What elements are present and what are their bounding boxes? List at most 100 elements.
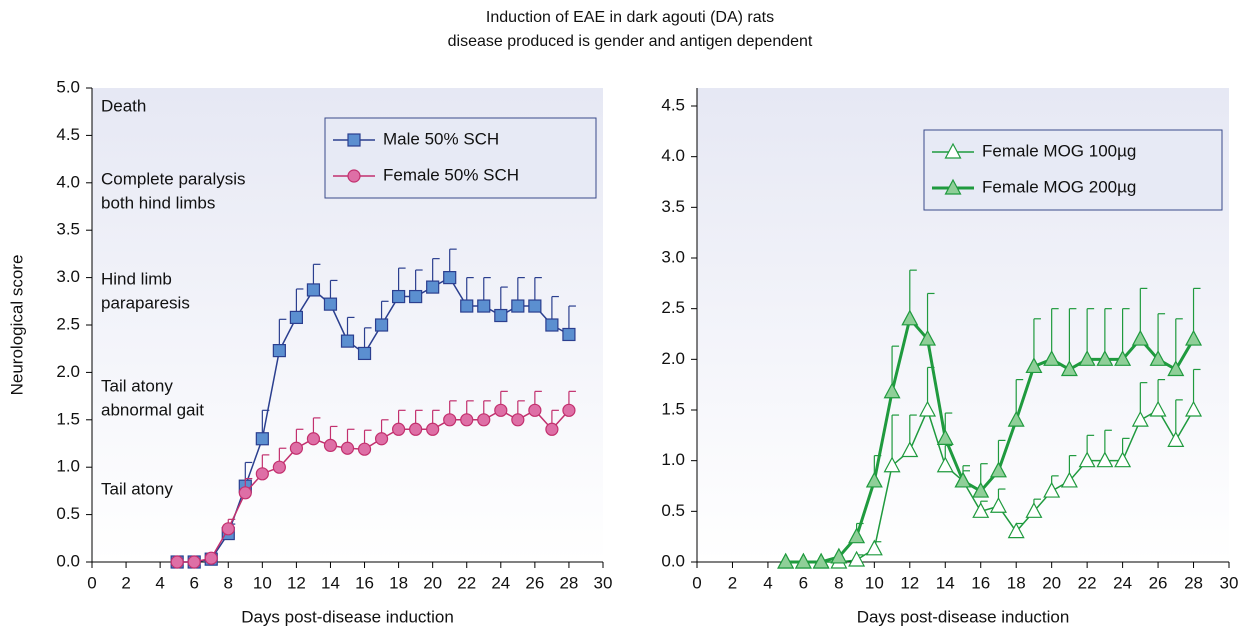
x-tick-label: 16: [355, 573, 374, 592]
x-tick-label: 22: [1078, 573, 1097, 592]
data-point: [1043, 481, 1061, 498]
x-tick-label: 2: [121, 573, 130, 592]
data-point: [936, 456, 954, 473]
title-line: disease produced is gender and antigen d…: [448, 33, 813, 50]
legend-label: Male 50% SCH: [383, 129, 499, 148]
data-point: [919, 329, 937, 346]
data-point: [392, 422, 406, 436]
y-tick-label: 5.0: [56, 77, 80, 96]
legend-marker: [944, 178, 962, 195]
data-point: [460, 299, 474, 313]
data-point: [409, 422, 423, 436]
data-point: [1114, 350, 1132, 366]
y-tick-label: 0.5: [56, 504, 80, 523]
data-point: [1007, 410, 1025, 427]
y-axis-label: Neurological score: [7, 255, 26, 396]
score-annotation: abnormal gait: [101, 400, 204, 419]
y-tick-label: 2.0: [661, 349, 685, 368]
data-point: [901, 441, 919, 458]
y-tick-label: 2.5: [56, 314, 80, 333]
data-point: [443, 413, 457, 427]
data-point: [830, 547, 848, 564]
data-point: [954, 471, 972, 488]
data-point: [883, 382, 901, 399]
legend-label: Female MOG 100µg: [982, 141, 1136, 160]
data-point: [528, 299, 542, 313]
y-tick-label: 0.5: [661, 501, 685, 520]
y-tick-label: 0.0: [56, 551, 80, 570]
data-point: [357, 442, 372, 456]
y-tick-label: 3.5: [56, 220, 80, 239]
x-tick-label: 26: [1149, 573, 1168, 592]
x-tick-label: 30: [594, 573, 613, 592]
score-annotation: Hind limb: [101, 269, 172, 288]
data-point: [340, 441, 355, 455]
data-point: [1131, 410, 1149, 427]
x-tick-label: 8: [834, 573, 843, 592]
x-tick-label: 8: [224, 573, 233, 592]
data-point: [919, 400, 937, 417]
data-point: [426, 280, 440, 294]
legend-label: Female 50% SCH: [383, 165, 519, 184]
data-point: [289, 441, 303, 455]
x-tick-label: 10: [865, 573, 884, 592]
data-point: [460, 413, 474, 427]
y-tick-label: 2.5: [661, 298, 685, 317]
score-annotation: paraparesis: [101, 293, 190, 312]
data-point: [1096, 350, 1114, 366]
legend-marker: [347, 169, 361, 183]
data-point: [883, 456, 901, 473]
data-point: [272, 460, 286, 474]
data-point: [409, 289, 423, 304]
x-axis-label: Days post-disease induction: [241, 607, 454, 626]
y-tick-label: 4.5: [661, 95, 685, 114]
data-point: [562, 327, 576, 342]
x-tick-label: 24: [491, 573, 510, 592]
data-point: [1025, 502, 1043, 518]
y-tick-label: 2.0: [56, 362, 80, 381]
x-tick-label: 28: [1184, 573, 1203, 592]
data-point: [494, 308, 508, 323]
data-point: [323, 297, 338, 311]
y-tick-label: 3.5: [661, 197, 685, 216]
x-tick-label: 0: [692, 573, 701, 592]
data-point: [1114, 451, 1132, 468]
data-point: [443, 271, 457, 285]
y-tick-label: 3.0: [661, 247, 685, 266]
legend-box: [324, 117, 597, 199]
x-tick-label: 6: [189, 573, 198, 592]
x-tick-label: 28: [559, 573, 578, 592]
data-point: [1060, 360, 1078, 377]
score-annotation: Complete paralysis: [101, 169, 246, 188]
y-tick-label: 4.5: [56, 125, 80, 144]
x-tick-label: 0: [87, 573, 96, 592]
y-tick-label: 3.0: [56, 267, 80, 286]
data-point: [989, 461, 1007, 478]
x-tick-label: 14: [936, 573, 955, 592]
data-point: [1096, 451, 1114, 468]
data-point: [511, 413, 525, 427]
data-point: [255, 432, 269, 446]
data-point: [221, 522, 235, 536]
x-tick-label: 6: [799, 573, 808, 592]
data-point: [901, 309, 919, 326]
x-axis-label: Days post-disease induction: [857, 607, 1070, 626]
data-point: [374, 432, 389, 446]
data-point: [392, 289, 406, 304]
data-point: [1167, 360, 1185, 377]
y-tick-label: 0.0: [661, 551, 685, 570]
y-tick-label: 1.5: [56, 409, 80, 428]
data-point: [777, 552, 795, 569]
legend-label: Female MOG 200µg: [982, 177, 1136, 196]
y-tick-label: 4.0: [56, 172, 80, 191]
y-tick-label: 4.0: [661, 146, 685, 165]
legend-box: [923, 129, 1223, 211]
x-tick-label: 4: [763, 573, 772, 592]
data-point: [1078, 451, 1096, 468]
data-point: [306, 432, 321, 446]
x-tick-label: 10: [253, 573, 272, 592]
data-point: [238, 486, 252, 500]
data-point: [323, 438, 338, 452]
data-point: [204, 551, 218, 565]
